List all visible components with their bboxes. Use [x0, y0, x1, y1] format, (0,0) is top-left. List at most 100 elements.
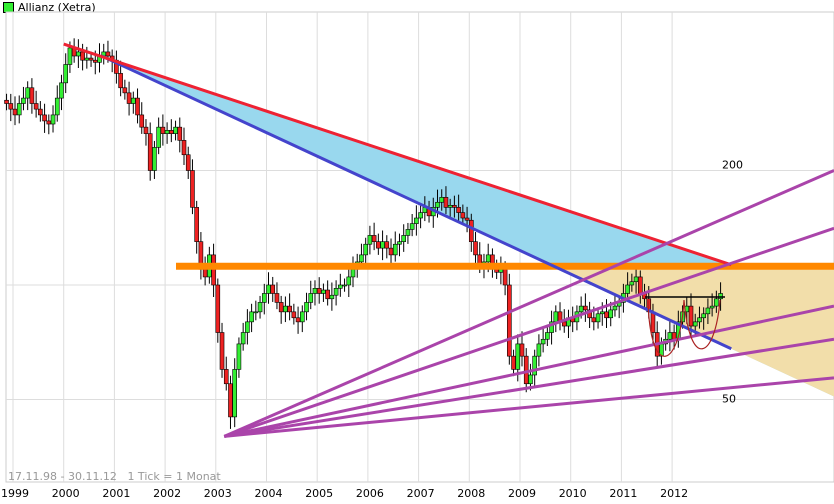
candle: [257, 302, 263, 313]
candle: [118, 73, 123, 89]
candle: [515, 343, 521, 370]
title-text: Allianz (Xetra): [18, 1, 96, 14]
x-tick-label: 2010: [559, 487, 587, 500]
candle: [92, 59, 98, 63]
candle: [122, 87, 128, 94]
candle: [253, 311, 259, 314]
candle: [637, 276, 643, 294]
candle: [363, 243, 368, 256]
candle: [511, 355, 516, 370]
candle: [561, 321, 567, 327]
candle: [283, 305, 288, 313]
candle: [435, 201, 440, 208]
candle: [139, 114, 145, 128]
candle: [219, 332, 225, 370]
candle: [578, 305, 584, 313]
candle: [342, 284, 347, 287]
candle: [169, 130, 174, 134]
candle: [397, 241, 402, 245]
candle: [25, 87, 30, 99]
fan-line: [223, 169, 834, 438]
candle: [705, 307, 711, 315]
candle: [105, 51, 111, 57]
x-tick-label: 2005: [305, 487, 333, 500]
candle: [266, 284, 271, 294]
candle: [42, 114, 47, 122]
candle: [299, 311, 305, 323]
candle: [12, 108, 18, 116]
candle: [50, 114, 56, 125]
candle: [131, 97, 136, 104]
x-tick-label: 2000: [52, 487, 80, 500]
candle: [338, 284, 343, 289]
candle: [388, 247, 394, 256]
candle: [540, 338, 546, 345]
candle: [697, 317, 702, 323]
candle: [63, 64, 69, 84]
candle: [718, 293, 723, 300]
x-tick-label: 2011: [609, 487, 637, 500]
candle: [164, 130, 170, 134]
candle: [29, 87, 35, 104]
candle: [532, 355, 537, 376]
candle: [583, 305, 588, 311]
candle: [485, 254, 491, 263]
candle: [325, 289, 330, 300]
candle: [160, 126, 166, 134]
candle: [16, 103, 22, 116]
x-tick-label: 2004: [255, 487, 283, 500]
candle: [595, 313, 601, 323]
candle: [177, 126, 183, 141]
candle: [76, 51, 81, 57]
x-tick-label: 2001: [102, 487, 130, 500]
candle: [291, 311, 297, 319]
candle: [173, 126, 178, 134]
candle: [380, 241, 385, 249]
candle: [143, 126, 149, 134]
candle: [409, 223, 415, 230]
candle: [414, 217, 419, 224]
candle: [240, 332, 246, 345]
candle: [519, 343, 525, 357]
candle: [549, 321, 554, 333]
x-tick-label: 2006: [356, 487, 384, 500]
x-tick-label: 2012: [660, 487, 688, 500]
candle: [608, 309, 614, 319]
candle: [629, 281, 635, 286]
candle: [190, 170, 195, 208]
candle: [545, 332, 550, 340]
candle: [80, 51, 85, 61]
tick-info: 1 Tick = 1 Monat: [127, 470, 221, 483]
candle: [156, 126, 161, 148]
candle: [321, 289, 326, 294]
candle: [329, 294, 335, 300]
pattern-curves: [647, 299, 721, 357]
candle: [401, 235, 407, 242]
candle: [447, 205, 453, 208]
candle: [523, 355, 529, 385]
candle: [443, 197, 449, 208]
candle: [688, 305, 694, 327]
candle: [147, 133, 153, 171]
candle: [38, 108, 43, 116]
candle: [599, 311, 605, 315]
candle: [502, 268, 508, 286]
candle: [215, 284, 221, 333]
candle: [126, 92, 132, 104]
candle: [84, 57, 90, 61]
candle: [181, 140, 187, 156]
candle: [473, 241, 478, 256]
candle: [371, 235, 377, 242]
candle: [223, 369, 229, 385]
fan-line: [223, 304, 834, 438]
candle: [88, 57, 94, 61]
x-tick-label: 2008: [457, 487, 485, 500]
candle: [287, 305, 292, 313]
candle: [308, 293, 314, 303]
candle: [456, 207, 461, 213]
candle: [261, 293, 267, 303]
candle: [236, 343, 242, 370]
candle: [604, 311, 609, 319]
candle: [245, 321, 250, 333]
